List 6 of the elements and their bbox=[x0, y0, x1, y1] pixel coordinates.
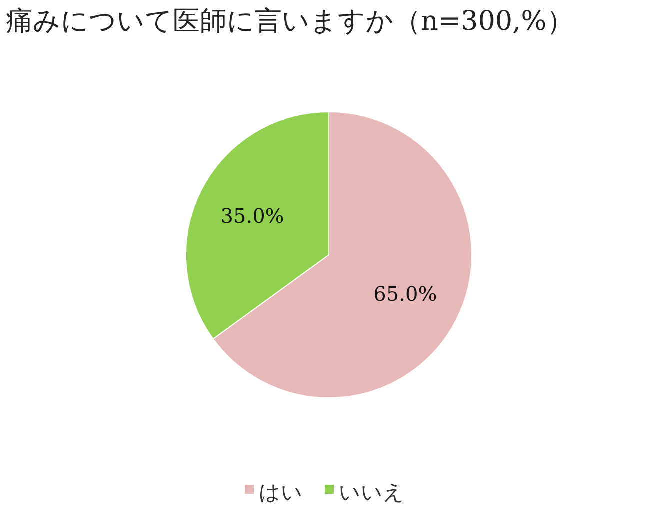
pie: 65.0% 35.0% bbox=[186, 112, 472, 398]
data-label: 65.0% bbox=[374, 282, 438, 306]
legend-label: いいえ bbox=[339, 480, 405, 504]
title: 痛みについて医師に言いますか（n=300,%） bbox=[6, 6, 574, 37]
legend-label: はい bbox=[259, 480, 303, 504]
data-label: 35.0% bbox=[220, 204, 284, 228]
